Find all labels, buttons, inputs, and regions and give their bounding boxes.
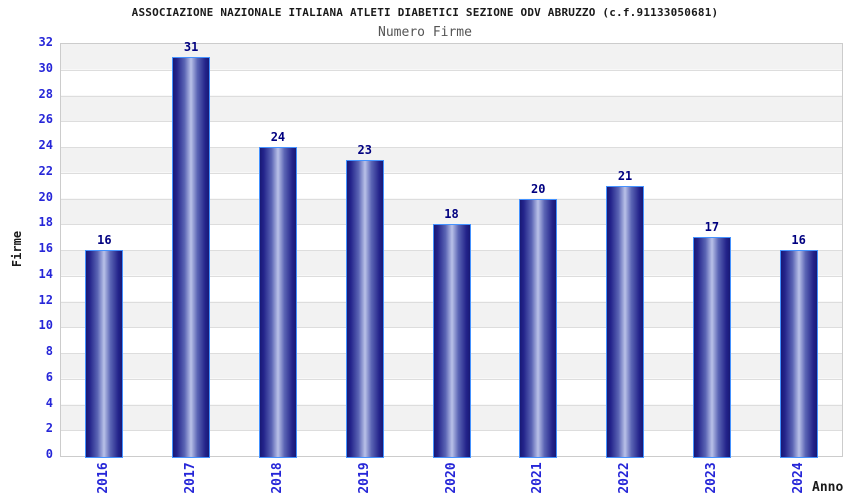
y-tick-label: 22: [38, 163, 53, 178]
chart-title: ASSOCIAZIONE NAZIONALE ITALIANA ATLETI D…: [131, 6, 719, 19]
x-tick-label: 2017: [182, 462, 198, 494]
x-tick-label: 2020: [443, 462, 458, 494]
bar: [779, 250, 818, 458]
bar-value-label: 24: [270, 130, 286, 144]
bar: [432, 224, 471, 458]
y-grid-line: [61, 95, 842, 97]
bar: [172, 56, 211, 458]
bar: [258, 147, 297, 458]
chart-subtitle: Numero Firme: [378, 25, 472, 40]
plot-area: 16 31 24 23 18 20 21 17 16: [60, 39, 843, 458]
y-tick-label: 28: [38, 86, 53, 101]
y-tick-label: 8: [45, 344, 53, 358]
bar: [606, 185, 645, 458]
y-tick-label: 26: [38, 112, 53, 127]
bar: [519, 198, 558, 458]
y-tick-label: 2: [45, 421, 53, 436]
bar-value-label: 16: [97, 233, 112, 247]
y-tick-label: 0: [45, 447, 53, 461]
bar-value-label: 23: [357, 142, 372, 157]
x-tick-label: 2018: [269, 462, 285, 494]
y-grid-line: [61, 198, 842, 200]
x-axis-title: Anno: [812, 480, 844, 495]
y-tick-label: 24: [38, 138, 53, 152]
x-tick-label: 2021: [529, 462, 545, 494]
y-tick-label: 14: [38, 266, 53, 281]
x-tick-label: 2022: [616, 462, 632, 494]
y-tick-label: 16: [38, 241, 53, 255]
bar-value-label: 16: [791, 233, 806, 247]
bar-value-label: 20: [531, 181, 546, 196]
y-tick-label: 18: [38, 215, 53, 230]
bar-value-label: 21: [617, 168, 633, 183]
x-tick-label: 2019: [356, 462, 372, 494]
bar: [345, 159, 384, 458]
y-tick-label: 10: [38, 318, 53, 333]
y-tick-label: 12: [38, 292, 53, 307]
y-grid-line: [61, 69, 842, 71]
x-tick-label: 2023: [703, 462, 719, 494]
bar-value-label: 17: [704, 220, 720, 235]
bar-value-label: 18: [444, 207, 459, 222]
x-tick-label: 2016: [95, 462, 111, 494]
bar: [85, 250, 124, 458]
y-grid-line: [61, 147, 842, 148]
bar-value-label: 31: [183, 39, 199, 54]
y-tick-label: 32: [38, 35, 53, 49]
y-tick-label: 6: [45, 369, 53, 384]
bar: [692, 237, 731, 458]
y-grid-line: [61, 121, 842, 123]
y-tick-label: 30: [38, 60, 53, 75]
y-tick-label: 4: [45, 395, 53, 410]
y-tick-label: 20: [38, 189, 53, 204]
y-grid-line: [61, 172, 842, 174]
